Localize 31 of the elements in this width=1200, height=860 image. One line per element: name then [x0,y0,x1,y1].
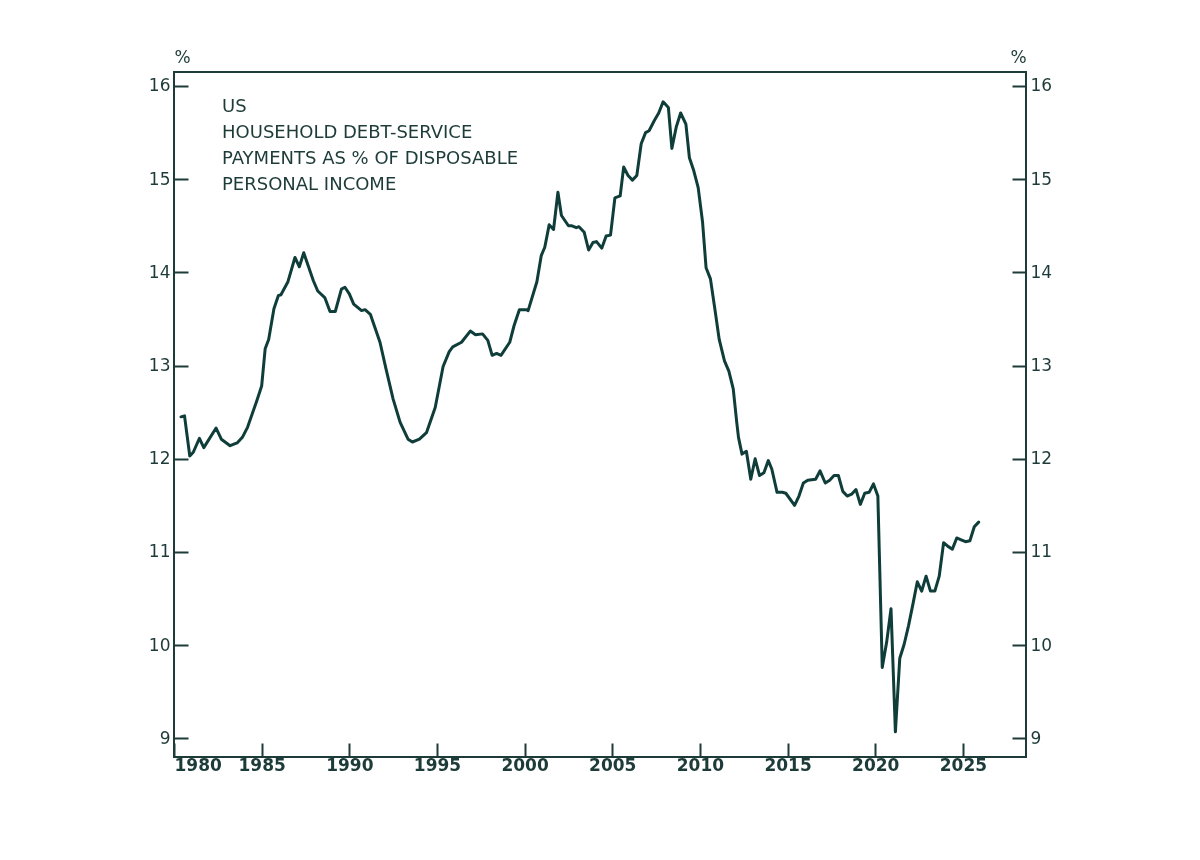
y-tick-label: 15 [148,168,171,189]
x-tick-label: 2025 [939,754,988,775]
y-tick-label: 11 [148,541,171,562]
y2-tick-label: 15 [1030,168,1053,189]
x-tick-label: 1985 [238,754,286,775]
x-tick-label: 2000 [501,754,549,775]
x-tick-label: 1980 [174,754,222,775]
y-tick-label: 10 [148,634,171,655]
y-tick-label: 16 [148,75,171,96]
y2-axis-title: % [1010,46,1027,67]
text: US [222,95,247,116]
y2-tick-label: 12 [1030,448,1053,469]
y2-tick-label: 9 [1030,727,1042,748]
x-tick-label: 2005 [589,754,637,775]
y2-tick-label: 13 [1030,355,1053,376]
y-tick-label: 12 [148,448,171,469]
y-axis-title: % [174,46,191,67]
x-tick-label: 2020 [852,754,900,775]
y2-tick-label: 14 [1030,261,1053,282]
y2-tick-label: 16 [1030,75,1053,96]
y-tick-label: 9 [159,727,171,748]
line-series [179,100,981,734]
y-tick-label: 14 [148,261,171,282]
y2-tick-label: 11 [1030,541,1053,562]
text: HOUSEHOLD DEBT-SERVICE PAYMENTS AS % OF DISPOSABLE PERSONAL INCOME [222,121,519,194]
y-tick-label: 13 [148,355,171,376]
x-tick-label: 1995 [413,754,462,775]
x-tick-label: 2010 [676,754,725,775]
x-tick-label: 1990 [326,754,374,775]
y2-tick-label: 10 [1030,634,1053,655]
x-tick-label: 2015 [764,754,812,775]
